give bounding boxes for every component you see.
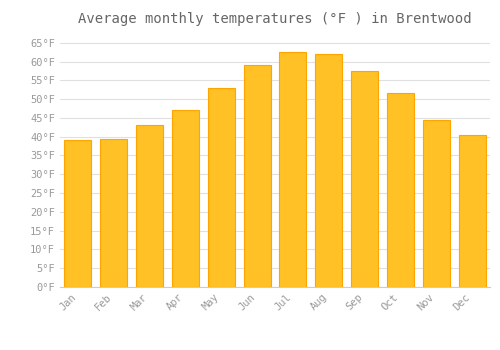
Bar [387,93,414,287]
Bar [351,71,378,287]
Bar [64,140,92,287]
Bar [172,110,199,287]
Bar [423,120,450,287]
Bar [136,125,163,287]
Bar [316,54,342,287]
Bar [100,139,127,287]
Bar [280,52,306,287]
Title: Average monthly temperatures (°F ) in Brentwood: Average monthly temperatures (°F ) in Br… [78,12,472,26]
Bar [244,65,270,287]
Bar [458,135,485,287]
Bar [208,88,234,287]
